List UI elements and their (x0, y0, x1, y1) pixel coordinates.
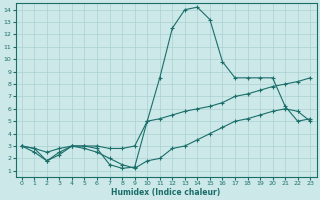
X-axis label: Humidex (Indice chaleur): Humidex (Indice chaleur) (111, 188, 221, 197)
